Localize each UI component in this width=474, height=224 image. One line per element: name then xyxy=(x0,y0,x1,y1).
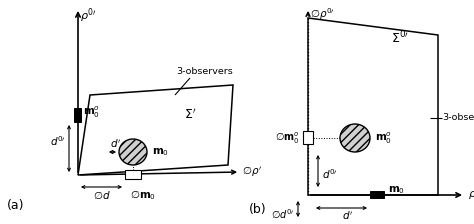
Text: $d^{\prime}$: $d^{\prime}$ xyxy=(342,210,354,222)
Text: $\mathbf{m}_0$: $\mathbf{m}_0$ xyxy=(388,184,405,196)
Text: $\varnothing\rho^{\prime}$: $\varnothing\rho^{\prime}$ xyxy=(242,165,262,179)
Text: $\varnothing\mathbf{m}_0^o$: $\varnothing\mathbf{m}_0^o$ xyxy=(275,130,300,146)
Text: $\rho^{\prime}$: $\rho^{\prime}$ xyxy=(468,187,474,202)
Text: $d^{\prime}$: $d^{\prime}$ xyxy=(110,138,122,150)
Polygon shape xyxy=(78,85,233,175)
Bar xyxy=(74,108,81,122)
Text: $d^{0\prime}$: $d^{0\prime}$ xyxy=(50,134,66,148)
Bar xyxy=(370,191,384,198)
Text: (b): (b) xyxy=(249,203,267,217)
Text: $\mathbf{m}_0^o$: $\mathbf{m}_0^o$ xyxy=(83,104,100,120)
Text: $\mathbf{m}_0$: $\mathbf{m}_0$ xyxy=(152,146,169,158)
Text: $d^{0\prime}$: $d^{0\prime}$ xyxy=(322,167,338,181)
Text: 3-observers: 3-observers xyxy=(442,114,474,123)
Polygon shape xyxy=(308,18,438,195)
Bar xyxy=(125,170,141,179)
Text: $\varnothing d^{0\prime}$: $\varnothing d^{0\prime}$ xyxy=(272,207,295,221)
Ellipse shape xyxy=(340,124,370,152)
Text: $\Sigma^{0\prime}$: $\Sigma^{0\prime}$ xyxy=(391,30,409,46)
Text: $\rho^{0\prime}$: $\rho^{0\prime}$ xyxy=(80,6,97,25)
Text: $\varnothing\rho^{0\prime}$: $\varnothing\rho^{0\prime}$ xyxy=(310,6,335,22)
Bar xyxy=(303,131,313,144)
Text: $\mathbf{m}_0^o$: $\mathbf{m}_0^o$ xyxy=(375,130,392,146)
Text: 3-observers: 3-observers xyxy=(177,67,233,77)
Ellipse shape xyxy=(119,139,147,165)
Text: $\varnothing\mathbf{m}_0$: $\varnothing\mathbf{m}_0$ xyxy=(130,188,156,202)
Text: $\varnothing d$: $\varnothing d$ xyxy=(93,189,111,201)
Text: (a): (a) xyxy=(7,198,25,211)
Text: $\Sigma^{\prime}$: $\Sigma^{\prime}$ xyxy=(184,108,196,122)
